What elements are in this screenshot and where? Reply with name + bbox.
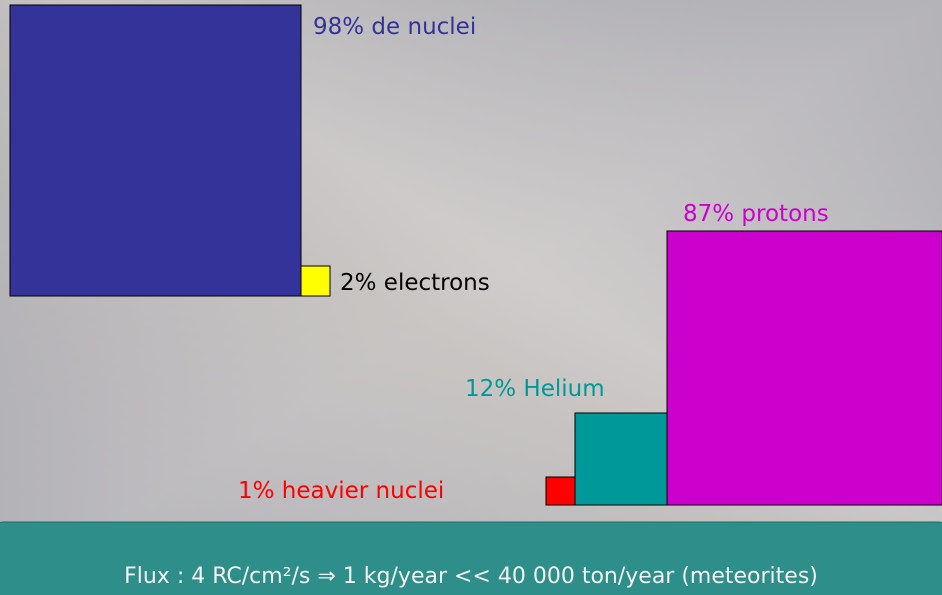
nuclei-label: 98% de nuclei xyxy=(313,14,476,40)
electrons-square xyxy=(301,266,330,296)
slide: 98% de nuclei 2% electrons 87% protons 1… xyxy=(0,0,942,595)
heavier-square xyxy=(546,477,575,505)
nuclei-square xyxy=(10,5,301,296)
protons-square xyxy=(667,231,942,505)
electrons-label: 2% electrons xyxy=(340,270,490,296)
protons-label: 87% protons xyxy=(683,201,829,227)
page: 98% de nuclei 2% electrons 87% protons 1… xyxy=(0,0,942,595)
heavier-label: 1% heavier nuclei xyxy=(238,478,444,504)
helium-label: 12% Helium xyxy=(465,376,605,402)
footer-text: Flux : 4 RC/cm²/s ⇒ 1 kg/year << 40 000 … xyxy=(124,564,818,589)
helium-square xyxy=(575,413,667,505)
